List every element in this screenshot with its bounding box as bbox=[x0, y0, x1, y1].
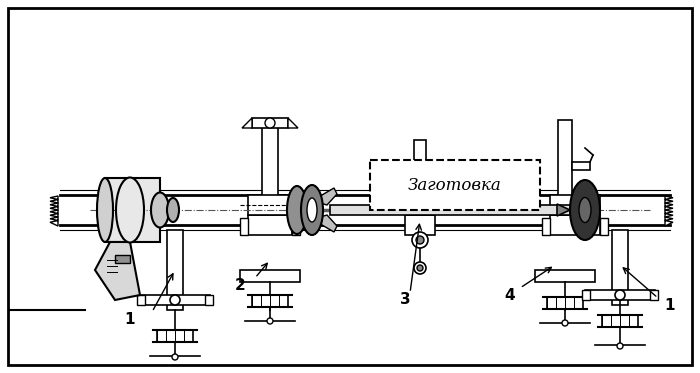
Bar bbox=[405, 215, 435, 235]
Bar bbox=[558, 120, 572, 230]
Bar bbox=[240, 218, 248, 235]
Bar bbox=[405, 195, 435, 215]
Ellipse shape bbox=[301, 185, 323, 235]
Bar bbox=[292, 218, 300, 235]
Circle shape bbox=[615, 290, 625, 300]
Bar bbox=[602, 315, 638, 327]
Ellipse shape bbox=[151, 192, 169, 228]
Circle shape bbox=[617, 343, 623, 349]
Bar bbox=[370, 160, 540, 210]
Ellipse shape bbox=[116, 178, 144, 242]
Bar bbox=[330, 205, 580, 215]
Bar bbox=[137, 295, 145, 305]
Ellipse shape bbox=[167, 198, 179, 222]
Circle shape bbox=[412, 232, 428, 248]
Polygon shape bbox=[288, 118, 298, 128]
Ellipse shape bbox=[579, 197, 591, 223]
Polygon shape bbox=[242, 118, 252, 128]
Bar bbox=[535, 270, 595, 282]
Bar bbox=[140, 295, 210, 305]
Text: 2: 2 bbox=[234, 278, 246, 292]
Circle shape bbox=[267, 318, 273, 324]
Bar bbox=[414, 140, 426, 225]
Bar bbox=[248, 215, 292, 235]
Bar bbox=[426, 170, 441, 178]
Polygon shape bbox=[317, 215, 337, 232]
Bar bbox=[252, 118, 288, 128]
Ellipse shape bbox=[97, 178, 113, 242]
Bar bbox=[115, 255, 130, 263]
Bar bbox=[205, 295, 213, 305]
Bar bbox=[240, 270, 300, 282]
Circle shape bbox=[172, 354, 178, 360]
Circle shape bbox=[433, 169, 443, 179]
Bar bbox=[542, 218, 550, 235]
Bar bbox=[550, 215, 600, 235]
Bar bbox=[547, 297, 583, 309]
Bar bbox=[582, 290, 590, 300]
Polygon shape bbox=[95, 242, 140, 300]
Circle shape bbox=[562, 320, 568, 326]
Polygon shape bbox=[665, 196, 673, 226]
Bar bbox=[650, 290, 658, 300]
Text: 1: 1 bbox=[665, 298, 676, 313]
Bar bbox=[157, 330, 193, 342]
Circle shape bbox=[414, 262, 426, 274]
Bar bbox=[600, 218, 608, 235]
Circle shape bbox=[417, 265, 423, 271]
Bar bbox=[252, 295, 288, 307]
Text: 1: 1 bbox=[125, 313, 135, 327]
Ellipse shape bbox=[307, 198, 317, 222]
Polygon shape bbox=[317, 188, 337, 205]
Bar bbox=[550, 195, 600, 215]
Bar bbox=[262, 120, 278, 230]
Circle shape bbox=[265, 118, 275, 128]
Text: 4: 4 bbox=[505, 288, 515, 303]
Bar bbox=[612, 230, 628, 305]
Polygon shape bbox=[50, 196, 58, 226]
Bar bbox=[105, 178, 160, 242]
Text: 3: 3 bbox=[400, 292, 410, 307]
Bar bbox=[167, 230, 183, 310]
Text: Заготовка: Заготовка bbox=[408, 176, 502, 194]
Ellipse shape bbox=[287, 186, 307, 234]
Circle shape bbox=[416, 236, 424, 244]
Bar bbox=[585, 290, 655, 300]
Ellipse shape bbox=[570, 180, 600, 240]
Polygon shape bbox=[572, 162, 590, 170]
Polygon shape bbox=[557, 204, 570, 216]
Circle shape bbox=[170, 295, 180, 305]
Bar bbox=[248, 195, 292, 215]
